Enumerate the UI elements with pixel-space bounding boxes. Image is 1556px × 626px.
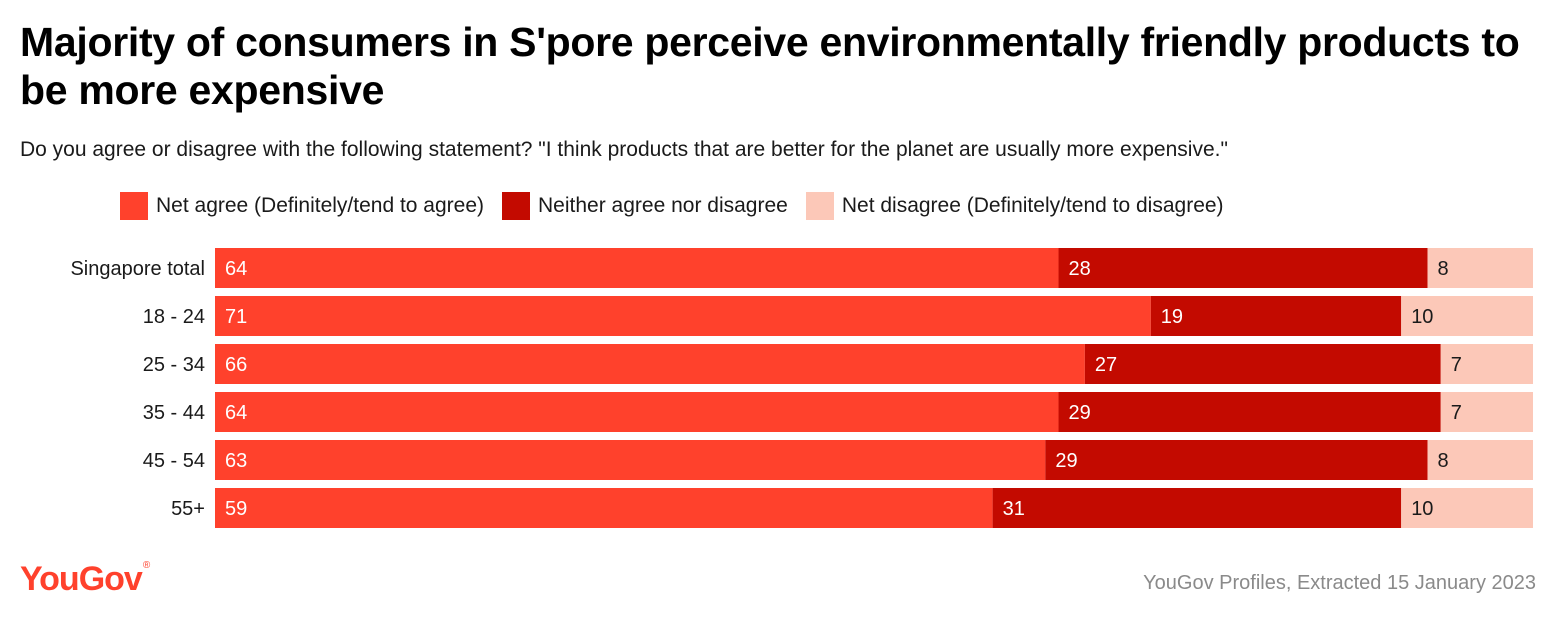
data-label-agree: 59 — [225, 498, 247, 520]
bar-segment-disagree — [1401, 296, 1533, 336]
data-label-disagree: 10 — [1411, 306, 1433, 328]
legend: Net agree (Definitely/tend to agree) Nei… — [120, 192, 1242, 220]
legend-label-neither: Neither agree nor disagree — [538, 194, 788, 217]
category-label: 25 - 34 — [143, 354, 205, 376]
bar-segment-disagree — [1427, 440, 1533, 480]
legend-label-disagree: Net disagree (Definitely/tend to disagre… — [841, 194, 1224, 217]
category-label: 55+ — [171, 498, 205, 520]
category-label: 18 - 24 — [143, 306, 205, 328]
bar-segment-disagree — [1401, 488, 1533, 528]
bar-row: 18 - 24 71 19 10 — [143, 296, 1533, 336]
bar-segment-neither — [1058, 392, 1441, 432]
bar-row: 35 - 44 64 29 7 — [143, 392, 1533, 432]
data-label-neither: 19 — [1161, 306, 1183, 328]
data-label-disagree: 8 — [1438, 450, 1449, 472]
data-label-agree: 71 — [225, 306, 247, 328]
bar-segment-disagree — [1440, 344, 1533, 384]
bar-row: 55+ 59 31 10 — [171, 488, 1533, 528]
data-label-disagree: 7 — [1451, 354, 1462, 376]
bar-segment-agree — [215, 440, 1046, 480]
bar-segment-neither — [1150, 296, 1402, 336]
data-label-disagree: 7 — [1451, 402, 1462, 424]
source-note: YouGov Profiles, Extracted 15 January 20… — [1143, 572, 1536, 594]
data-label-agree: 66 — [225, 354, 247, 376]
bar-segment-disagree — [1440, 392, 1533, 432]
bar-segment-neither — [1084, 344, 1441, 384]
bar-segment-agree — [215, 248, 1059, 288]
category-label: 45 - 54 — [143, 450, 205, 472]
data-label-neither: 31 — [1003, 498, 1025, 520]
bar-segment-agree — [215, 392, 1059, 432]
legend-swatch-agree — [120, 192, 148, 220]
bar-segment-neither — [1058, 248, 1428, 288]
chart-title: Majority of consumers in S'pore perceive… — [20, 19, 1520, 113]
bar-row: 45 - 54 63 29 8 — [143, 440, 1533, 480]
bar-segment-neither — [992, 488, 1402, 528]
data-label-neither: 29 — [1055, 450, 1077, 472]
legend-item-neither: Neither agree nor disagree — [502, 192, 788, 220]
category-label: Singapore total — [70, 258, 205, 280]
yougov-logo: YouGov® — [20, 560, 150, 598]
logo-text: YouGov — [20, 560, 143, 598]
legend-swatch-neither — [502, 192, 531, 220]
data-label-neither: 28 — [1069, 258, 1091, 280]
chart-subtitle: Do you agree or disagree with the follow… — [20, 138, 1228, 161]
bar-segment-agree — [215, 488, 993, 528]
bar-segment-neither — [1045, 440, 1428, 480]
legend-item-agree: Net agree (Definitely/tend to agree) — [120, 192, 484, 220]
legend-label-agree: Net agree (Definitely/tend to agree) — [156, 194, 485, 217]
category-label: 35 - 44 — [143, 402, 205, 424]
bar-segment-disagree — [1427, 248, 1533, 288]
data-label-disagree: 10 — [1411, 498, 1433, 520]
data-label-neither: 27 — [1095, 354, 1117, 376]
data-label-agree: 64 — [225, 402, 247, 424]
data-label-disagree: 8 — [1438, 258, 1449, 280]
legend-swatch-disagree — [805, 192, 834, 220]
bar-row: 25 - 34 66 27 7 — [143, 344, 1533, 384]
bar-segment-agree — [215, 344, 1085, 384]
data-label-neither: 29 — [1069, 402, 1091, 424]
bar-segment-agree — [215, 296, 1151, 336]
data-label-agree: 64 — [225, 258, 247, 280]
bar-row: Singapore total 64 28 8 — [70, 248, 1533, 288]
data-label-agree: 63 — [225, 450, 247, 472]
legend-item-disagree: Net disagree (Definitely/tend to disagre… — [805, 192, 1224, 220]
